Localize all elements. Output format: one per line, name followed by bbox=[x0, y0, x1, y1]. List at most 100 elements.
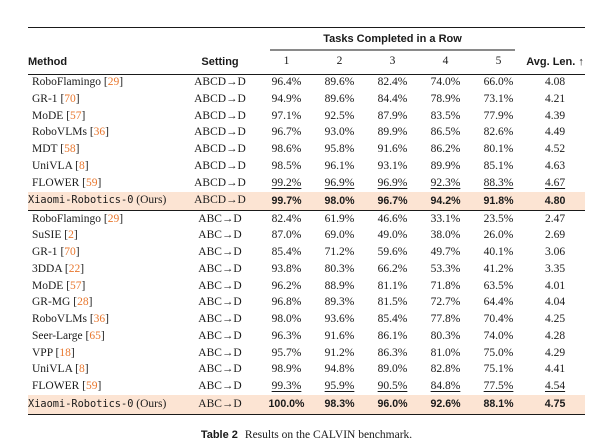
method-cell: UniVLA [8] bbox=[32, 159, 89, 172]
method-cell: VPP [18] bbox=[32, 346, 75, 359]
task-4-value: 71.8% bbox=[430, 279, 461, 292]
citation-link[interactable]: 57 bbox=[70, 279, 82, 292]
task-4-value: 86.5% bbox=[430, 126, 461, 139]
setting-cell: ABC→D bbox=[198, 212, 242, 225]
avg-length-value: 2.47 bbox=[544, 212, 566, 225]
citation-link[interactable]: 2 bbox=[68, 229, 74, 242]
citation-link[interactable]: 58 bbox=[64, 143, 76, 156]
avg-length-value: 4.80 bbox=[544, 194, 566, 207]
citation-link[interactable]: 8 bbox=[78, 363, 85, 376]
task-2-value: 80.3% bbox=[324, 262, 355, 275]
table-row: 3DDA [22] ABC→D 93.8% 80.3% 66.2% 53.3% 41.2% 3… bbox=[28, 261, 585, 278]
method-name: MoDE bbox=[32, 109, 64, 122]
task-1-value: 99.3% bbox=[271, 380, 302, 393]
method-name: MDT bbox=[32, 143, 58, 156]
task-2-value: 69.0% bbox=[324, 229, 355, 242]
task-5-value: 70.4% bbox=[483, 313, 514, 326]
column-header-task-3: 3 bbox=[366, 50, 419, 75]
citation-link[interactable]: 65 bbox=[89, 329, 101, 342]
citation-link[interactable]: 22 bbox=[68, 262, 81, 275]
table-row-ours: Xiaomi-Robotics-0 (Ours) ABC→D 100.0% 98.3%… bbox=[28, 395, 586, 415]
table-row: MoDE [57] ABCD→D 97.1% 92.5% 87.9% 83.5% 77.9%… bbox=[28, 108, 585, 125]
avg-length-value: 4.67 bbox=[544, 176, 566, 189]
task-1-value: 82.4% bbox=[271, 212, 302, 225]
method-name: MoDE bbox=[32, 279, 64, 292]
citation-link[interactable]: 59 bbox=[86, 380, 98, 393]
task-5-value: 85.1% bbox=[483, 159, 514, 172]
table-row: SuSIE [2] ABC→D 87.0% 69.0% 49.0% 38.0% 26.0% 2… bbox=[28, 228, 585, 245]
avg-length-value: 2.69 bbox=[544, 229, 566, 242]
results-table: Tasks Completed in a Row Method Setting … bbox=[28, 26, 586, 415]
column-header-method: Method bbox=[28, 50, 180, 75]
task-5-value: 75.0% bbox=[483, 346, 514, 359]
task-4-value: 83.5% bbox=[430, 109, 461, 122]
avg-length-value: 4.04 bbox=[544, 296, 566, 309]
avg-length-value: 4.01 bbox=[544, 279, 566, 292]
task-4-value: 94.2% bbox=[430, 194, 461, 207]
setting-cell: ABC→D bbox=[198, 346, 242, 359]
avg-length-value: 4.28 bbox=[544, 329, 566, 342]
citation-link[interactable]: 29 bbox=[107, 76, 120, 89]
table-row: RoboFlamingo [29] ABC→D 82.4% 61.9% 46.6% 33.… bbox=[28, 211, 585, 228]
task-5-value: 77.9% bbox=[483, 109, 514, 122]
citation-link[interactable]: 36 bbox=[93, 126, 106, 139]
task-4-value: 89.9% bbox=[430, 159, 461, 172]
method-cell: GR-1 [70] bbox=[32, 246, 80, 259]
setting-cell: ABC→D bbox=[198, 262, 242, 275]
avg-length-value: 4.54 bbox=[544, 380, 566, 393]
citation-link[interactable]: 70 bbox=[64, 92, 76, 105]
citation-link[interactable]: 59 bbox=[86, 176, 98, 189]
span-header-row: Tasks Completed in a Row bbox=[28, 26, 586, 51]
task-2-value: 89.6% bbox=[324, 92, 355, 105]
setting-cell: ABCD→D bbox=[194, 143, 246, 156]
table-row: FLOWER [59] ABC→D 99.3% 95.9% 90.5% 84.8% 77.5… bbox=[28, 379, 585, 396]
task-2-value: 88.9% bbox=[324, 279, 355, 292]
method-name: Xiaomi-Robotics-0 bbox=[28, 397, 134, 410]
task-2-value: 91.2% bbox=[324, 346, 355, 359]
citation-link[interactable]: 8 bbox=[78, 159, 85, 172]
citation-link[interactable]: 70 bbox=[64, 246, 76, 259]
table-row: RoboVLMs [36] ABC→D 98.0% 93.6% 85.4% 77.8% 70… bbox=[28, 312, 585, 329]
task-3-value: 86.3% bbox=[377, 346, 408, 359]
task-1-value: 98.9% bbox=[271, 363, 302, 376]
table-row: RoboFlamingo [29] ABCD→D 96.4% 89.6% 82.4% 74… bbox=[28, 74, 585, 91]
avg-length-value: 4.39 bbox=[544, 109, 566, 122]
avg-length-value: 4.08 bbox=[544, 76, 566, 89]
task-1-value: 99.2% bbox=[271, 176, 302, 189]
task-1-value: 98.6% bbox=[271, 143, 302, 156]
citation-link[interactable]: 28 bbox=[77, 296, 89, 309]
task-4-value: 82.8% bbox=[430, 363, 461, 376]
task-5-value: 82.6% bbox=[483, 126, 514, 139]
method-cell: GR-MG [28] bbox=[32, 296, 93, 309]
table-row: UniVLA [8] ABCD→D 98.5% 96.1% 93.1% 89.9% 85.1… bbox=[28, 158, 585, 175]
citation-link[interactable]: 18 bbox=[59, 346, 71, 359]
task-4-value: 81.0% bbox=[430, 346, 461, 359]
citation-link[interactable]: 36 bbox=[93, 313, 106, 326]
citation-link[interactable]: 29 bbox=[107, 212, 120, 225]
table-row: FLOWER [59] ABCD→D 99.2% 96.9% 96.9% 92.3% 88.… bbox=[28, 175, 585, 192]
task-1-value: 87.0% bbox=[271, 229, 302, 242]
setting-cell: ABCD→D bbox=[194, 126, 246, 139]
task-4-value: 33.1% bbox=[430, 212, 461, 225]
task-5-value: 80.1% bbox=[483, 143, 514, 156]
avg-length-value: 4.75 bbox=[544, 398, 566, 411]
task-2-value: 93.6% bbox=[324, 313, 355, 326]
task-3-value: 46.6% bbox=[377, 212, 408, 225]
citation-link[interactable]: 57 bbox=[70, 109, 82, 122]
method-suffix: (Ours) bbox=[133, 194, 167, 207]
setting-cell: ABCD→D bbox=[194, 109, 246, 122]
method-cell: RoboFlamingo [29] bbox=[32, 212, 124, 225]
method-name: FLOWER bbox=[32, 176, 80, 189]
avg-length-value: 4.25 bbox=[544, 313, 566, 326]
task-5-value: 41.2% bbox=[483, 262, 514, 275]
task-4-value: 84.8% bbox=[430, 380, 461, 393]
group-abc-d: RoboFlamingo [29] ABC→D 82.4% 61.9% 46.6% 33.… bbox=[28, 210, 586, 415]
method-cell: SuSIE [2] bbox=[32, 229, 78, 242]
task-5-value: 64.4% bbox=[483, 296, 514, 309]
task-3-value: 86.1% bbox=[377, 329, 408, 342]
table-row: GR-1 [70] ABC→D 85.4% 71.2% 59.6% 49.7% 40.1% 3… bbox=[28, 245, 585, 262]
span-header-spacer-right bbox=[525, 26, 586, 51]
setting-cell: ABC→D bbox=[198, 296, 242, 309]
column-header-row: Method Setting 1 2 3 4 5 Avg. Len. ↑ bbox=[28, 50, 586, 75]
table-row: VPP [18] ABC→D 95.7% 91.2% 86.3% 81.0% 75.0% 4.… bbox=[28, 345, 585, 362]
